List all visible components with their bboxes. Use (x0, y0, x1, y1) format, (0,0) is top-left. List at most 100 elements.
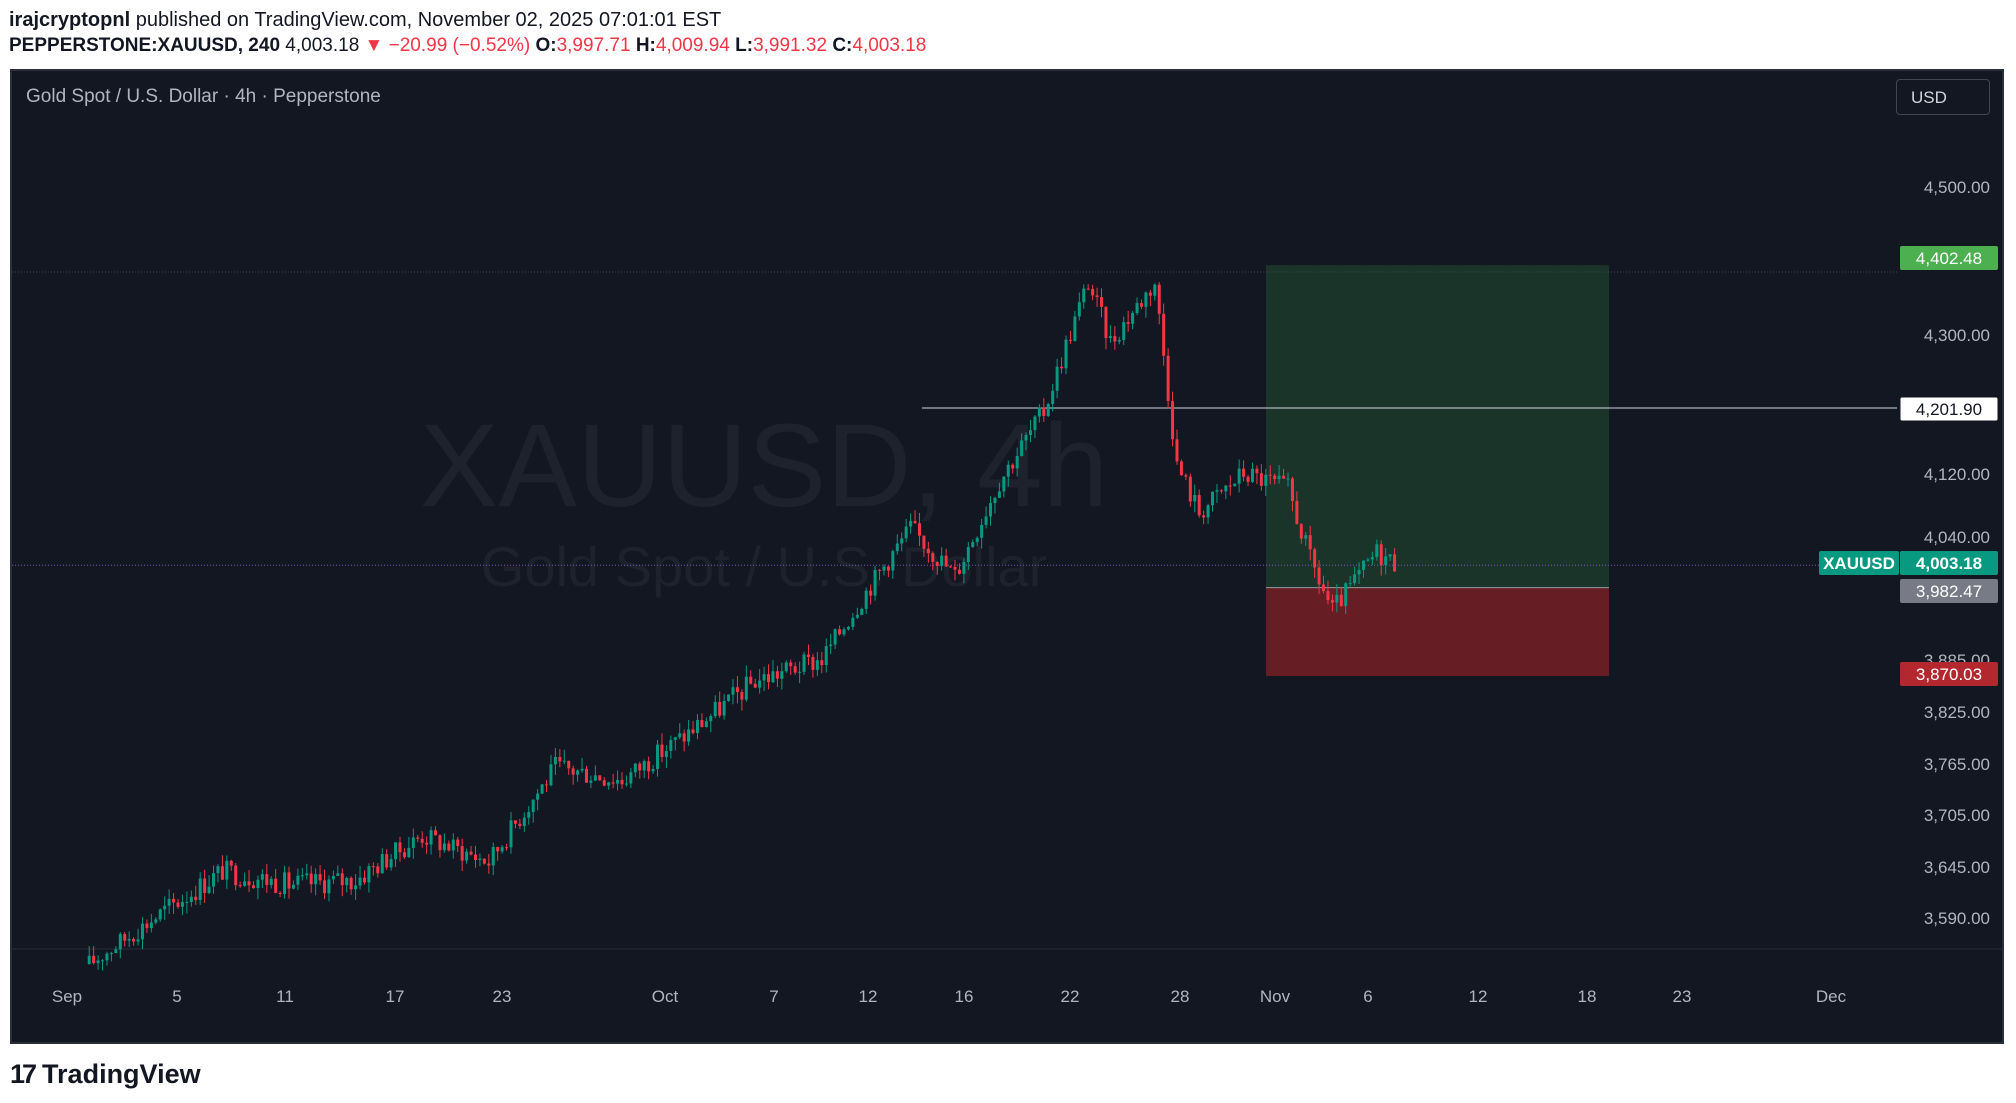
candle-body (913, 520, 917, 524)
candle-body (1104, 306, 1108, 339)
high-value: 4,009.94 (655, 35, 730, 56)
candle-body (1273, 475, 1277, 480)
candle-body (1219, 490, 1223, 492)
candle-body (411, 837, 415, 848)
candle-body (291, 884, 295, 889)
candle-body (185, 902, 189, 904)
currency-button[interactable]: USD (1896, 79, 1990, 115)
candle-body (487, 863, 491, 866)
candle-body (682, 733, 686, 742)
x-axis-tick-label: Nov (1260, 987, 1291, 1006)
candle-body (806, 654, 810, 657)
candle-body (1361, 560, 1365, 570)
price-tag-entry (1900, 579, 1998, 603)
candle-body (300, 875, 304, 877)
high-label: H: (635, 35, 656, 56)
candle-body (1077, 302, 1081, 317)
candle-body (1060, 366, 1064, 369)
author-name[interactable]: irajcryptopnl (9, 9, 131, 31)
candle-body (540, 784, 544, 794)
candle-body (1139, 303, 1143, 307)
publish-info: irajcryptopnl published on TradingView.c… (9, 6, 721, 34)
candle-body (616, 779, 620, 784)
price-tag-horizontal-line (1899, 396, 1999, 422)
candle-body (771, 671, 775, 683)
candle-body (949, 566, 953, 568)
candle-body (1082, 288, 1086, 303)
candle-body (727, 694, 731, 701)
price-tag-last-price (1900, 551, 1998, 575)
candle-body (394, 842, 398, 860)
price-tag-text-symbol-tag: XAUUSD (1823, 554, 1895, 573)
candle-body (580, 768, 584, 771)
candle-body (838, 629, 842, 635)
candle-body (909, 520, 913, 527)
candle-body (380, 854, 384, 874)
candle-body (1126, 322, 1130, 324)
candle-body (549, 764, 553, 786)
chart-frame[interactable]: XAUUSD, 4h Gold Spot / U.S. Dollar 4,500.0… (10, 69, 2004, 1044)
candle-body (1313, 549, 1317, 568)
candle-body (1304, 535, 1308, 539)
candle-body (158, 909, 162, 920)
low-label: L: (735, 35, 754, 56)
candle-body (878, 569, 882, 571)
candle-body (327, 879, 331, 894)
price-tag-text-entry: 3,982.47 (1916, 582, 1982, 601)
candle-body (1335, 594, 1339, 603)
candle-body (1202, 515, 1206, 518)
candle-body (513, 820, 517, 824)
candle-body (127, 938, 131, 941)
candle-body (1197, 494, 1201, 516)
candle-body (1028, 430, 1032, 435)
candle-body (700, 720, 704, 728)
candle-body (624, 783, 628, 785)
candle-body (1228, 485, 1232, 487)
candle-body (105, 953, 109, 961)
candle-body (1131, 313, 1135, 324)
candle-body (558, 757, 562, 762)
candle-body (203, 878, 207, 894)
candle-body (962, 561, 966, 574)
candle-body (1282, 475, 1286, 479)
candle-body (1224, 485, 1228, 492)
candle-body (189, 896, 193, 903)
candle-body (96, 960, 100, 964)
candle-body (1370, 557, 1374, 560)
candle-body (602, 780, 606, 786)
candle-body (1055, 366, 1059, 391)
candle-body (678, 733, 682, 738)
candle-body (904, 526, 908, 539)
candle-body (1135, 303, 1139, 314)
candle-body (132, 938, 136, 942)
candle-body (260, 874, 264, 880)
candle-body (731, 687, 735, 695)
candle-body (673, 737, 677, 740)
candle-body (229, 860, 233, 866)
tradingview-logo-icon: 17 (10, 1058, 37, 1089)
candle-body (1290, 478, 1294, 502)
candle-body (527, 812, 531, 818)
candle-body (402, 852, 406, 858)
candle-body (1286, 478, 1290, 480)
candles-group (87, 282, 1397, 971)
candle-body (354, 885, 358, 890)
candle-body (1175, 439, 1179, 462)
candle-body (87, 955, 91, 964)
candle-body (1015, 455, 1019, 469)
candle-body (567, 760, 571, 769)
candle-body (269, 878, 273, 885)
candle-body (695, 720, 699, 734)
candle-body (123, 934, 127, 941)
candle-body (895, 543, 899, 552)
x-axis-tick-label: 6 (1363, 987, 1372, 1006)
x-axis-tick-label: 22 (1061, 987, 1080, 1006)
candle-body (172, 898, 176, 903)
price-tag-text-last-price: 4,003.18 (1916, 554, 1982, 573)
candle-body (1242, 468, 1246, 477)
candle-body (1246, 476, 1250, 482)
candle-body (1020, 440, 1024, 456)
candle-body (167, 898, 171, 906)
candle-body (447, 843, 451, 851)
